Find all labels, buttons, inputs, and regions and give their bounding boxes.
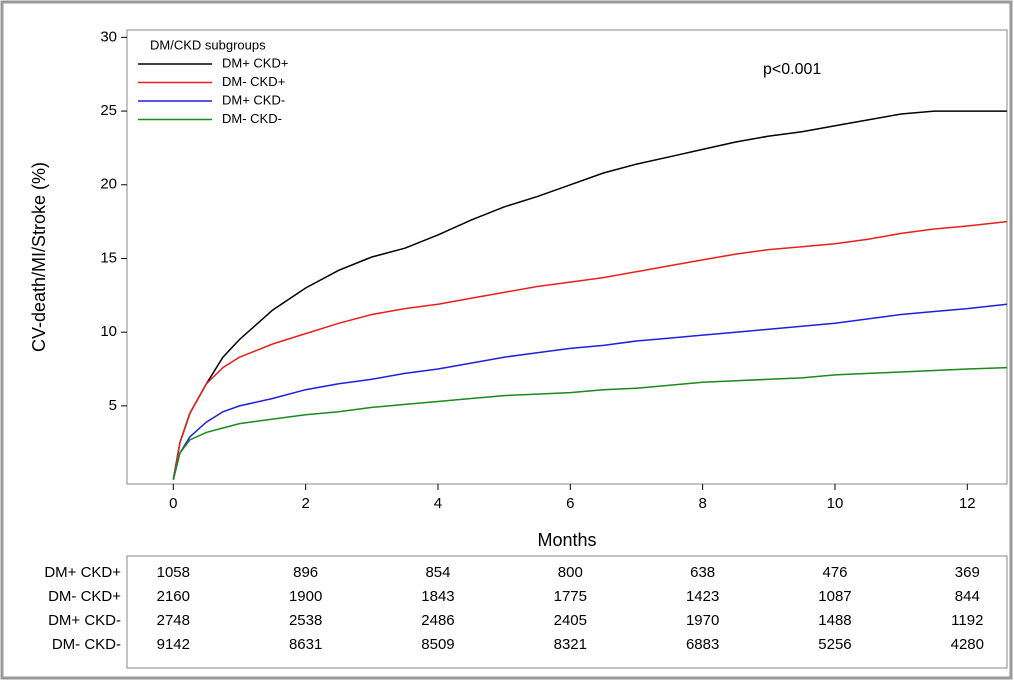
risk-row-label: DM+ CKD+: [44, 564, 121, 581]
x-tick-label: 2: [301, 495, 309, 512]
x-tick-label: 4: [434, 495, 442, 512]
risk-count: 2405: [554, 612, 587, 629]
legend-label: DM- CKD+: [222, 74, 285, 89]
risk-count: 844: [955, 588, 980, 605]
risk-count: 1058: [157, 564, 190, 581]
risk-count: 1488: [818, 612, 851, 629]
y-tick-label: 20: [100, 176, 117, 193]
x-tick-label: 6: [566, 495, 574, 512]
risk-count: 476: [822, 564, 847, 581]
risk-row-label: DM- CKD-: [52, 636, 121, 653]
risk-count: 2160: [157, 588, 190, 605]
risk-count: 1423: [686, 588, 719, 605]
risk-row-label: DM- CKD+: [48, 588, 121, 605]
series-line: [172, 366, 1008, 480]
y-axis-label: CV-death/MI/Stroke (%): [29, 162, 49, 352]
risk-count: 369: [955, 564, 980, 581]
risk-count: 8509: [421, 636, 454, 653]
risk-count: 2748: [157, 612, 190, 629]
plot-frame: [126, 29, 1008, 485]
y-tick-label: 5: [109, 397, 117, 414]
risk-count: 854: [425, 564, 450, 581]
series-line: [172, 220, 1008, 480]
risk-count: 896: [293, 564, 318, 581]
risk-count: 4280: [951, 636, 984, 653]
y-tick-label: 15: [100, 249, 117, 266]
risk-count: 2538: [289, 612, 322, 629]
x-tick-label: 12: [959, 495, 976, 512]
risk-count: 2486: [421, 612, 454, 629]
legend-label: DM+ CKD-: [222, 92, 285, 107]
risk-count: 1775: [554, 588, 587, 605]
risk-table-frame: [126, 555, 1008, 669]
risk-row-label: DM+ CKD-: [48, 612, 121, 629]
series-line: [172, 110, 1007, 480]
y-tick-label: 30: [100, 28, 117, 45]
risk-count: 9142: [157, 636, 190, 653]
legend-label: DM+ CKD+: [222, 55, 288, 70]
risk-count: 8631: [289, 636, 322, 653]
p-value-annotation: p<0.001: [763, 61, 821, 78]
risk-count: 1087: [818, 588, 851, 605]
risk-count: 6883: [686, 636, 719, 653]
risk-count: 1900: [289, 588, 322, 605]
risk-count: 5256: [818, 636, 851, 653]
risk-count: 1192: [951, 612, 983, 629]
legend-label: DM- CKD-: [222, 111, 282, 126]
legend-title: DM/CKD subgroups: [150, 37, 266, 52]
x-axis-label: Months: [537, 530, 596, 550]
risk-count: 800: [558, 564, 583, 581]
y-tick-label: 10: [100, 323, 117, 340]
risk-count: 1843: [421, 588, 454, 605]
x-tick-label: 10: [827, 495, 844, 512]
series-line: [172, 303, 1008, 480]
x-tick-label: 8: [698, 495, 706, 512]
risk-count: 1970: [686, 612, 719, 629]
risk-count: 638: [690, 564, 715, 581]
y-tick-label: 25: [100, 102, 117, 119]
x-tick-label: 0: [169, 495, 177, 512]
risk-count: 8321: [554, 636, 587, 653]
